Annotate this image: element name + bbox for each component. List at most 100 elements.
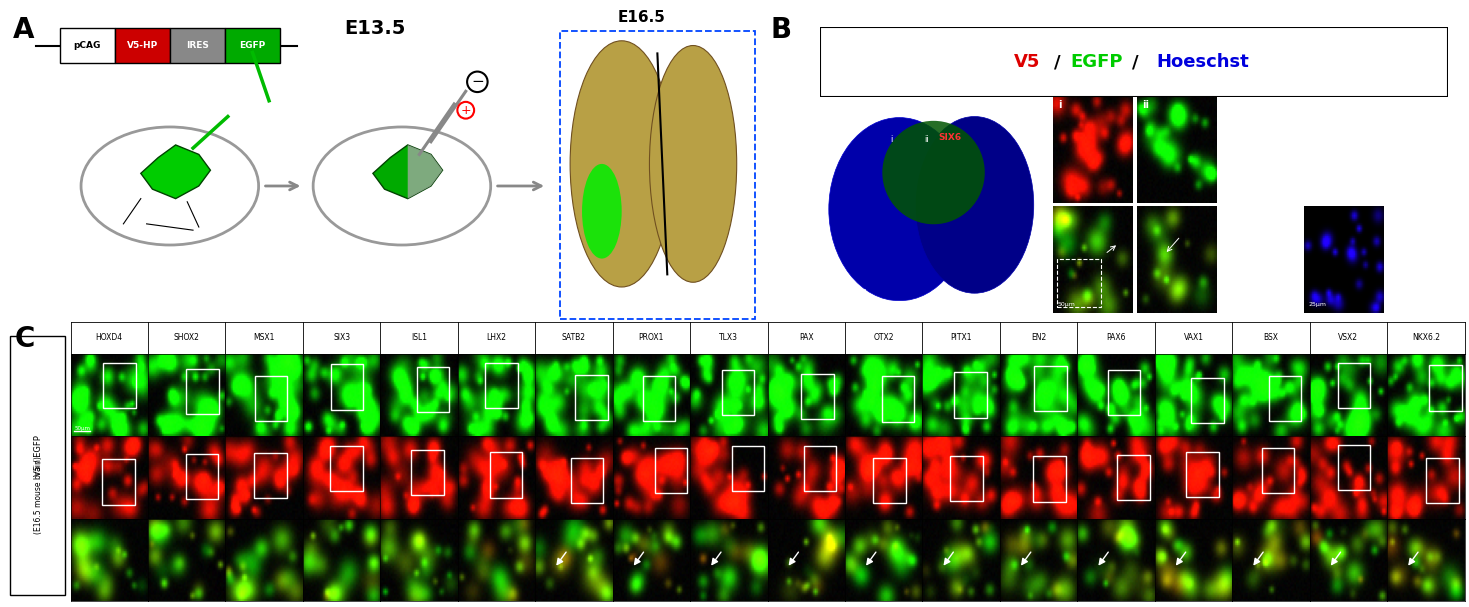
Bar (170, 28, 225, 63)
Bar (571, 458, 604, 503)
Text: HOXD4: HOXD4 (95, 333, 123, 342)
Text: A: A (13, 16, 35, 44)
Bar (721, 370, 755, 415)
Text: V5-HP: V5-HP (126, 41, 157, 50)
Text: 50μm: 50μm (1225, 302, 1243, 307)
Bar (103, 363, 137, 408)
Text: PITX1: PITX1 (950, 333, 972, 342)
Text: i: i (890, 135, 893, 144)
Ellipse shape (582, 164, 621, 259)
Text: ii: ii (1141, 100, 1149, 110)
Ellipse shape (570, 41, 673, 287)
Bar (655, 448, 687, 493)
Text: +: + (460, 104, 472, 117)
Text: MSX1: MSX1 (254, 333, 275, 342)
Bar (1338, 445, 1371, 490)
Bar (331, 446, 363, 491)
Text: ISL1: ISL1 (411, 333, 427, 342)
Bar (1033, 456, 1065, 502)
Ellipse shape (915, 117, 1034, 293)
Text: TLX3: TLX3 (720, 333, 739, 342)
Text: NKX6.2: NKX6.2 (1412, 333, 1440, 342)
Bar (1262, 448, 1294, 493)
Bar (732, 446, 764, 492)
Text: i: i (1058, 100, 1062, 110)
Bar (881, 376, 914, 421)
Text: PAX: PAX (799, 333, 814, 342)
Bar (928, 144, 953, 168)
Bar (254, 453, 286, 498)
Bar (802, 374, 834, 419)
Bar (950, 455, 983, 501)
Bar (411, 450, 444, 495)
Text: V5: V5 (1014, 53, 1040, 71)
Text: SATB2: SATB2 (563, 333, 586, 342)
Bar (103, 459, 135, 504)
Text: E16.5: E16.5 (617, 10, 665, 25)
Bar (1187, 452, 1219, 497)
Text: pCAG: pCAG (73, 41, 101, 50)
Text: 50μm: 50μm (1058, 302, 1075, 307)
Bar (417, 367, 450, 412)
Bar (1108, 370, 1140, 415)
Polygon shape (408, 145, 442, 198)
Ellipse shape (883, 121, 984, 224)
Text: B: B (771, 16, 792, 44)
Text: −: − (472, 74, 483, 89)
Text: SHOX2: SHOX2 (173, 333, 200, 342)
Bar (331, 364, 363, 410)
Text: VAX1: VAX1 (1184, 333, 1203, 342)
Bar (642, 376, 676, 421)
Bar (115, 28, 170, 63)
Text: V5 / EGFP: V5 / EGFP (34, 435, 43, 476)
Text: Hoeschst: Hoeschst (1158, 53, 1250, 71)
Text: OTX2: OTX2 (874, 333, 895, 342)
Text: 50μm: 50μm (75, 426, 91, 430)
Bar (1118, 455, 1150, 500)
Text: LHX2: LHX2 (486, 333, 507, 342)
Bar (1269, 376, 1302, 421)
Text: SIX6: SIX6 (939, 133, 961, 142)
Text: BSX: BSX (1263, 333, 1278, 342)
Text: EGFP: EGFP (1069, 53, 1122, 71)
Text: /: / (1053, 53, 1061, 71)
Bar (60, 28, 115, 63)
Bar (1338, 363, 1371, 408)
Bar (1426, 458, 1459, 503)
Ellipse shape (829, 118, 970, 300)
Bar (895, 144, 920, 168)
Bar (485, 362, 517, 408)
Text: VSX2: VSX2 (1338, 333, 1359, 342)
Bar (1034, 365, 1066, 411)
Bar (576, 375, 608, 420)
Text: 500μm: 500μm (843, 288, 867, 294)
Text: C: C (15, 325, 35, 353)
Text: PAX6: PAX6 (1106, 333, 1125, 342)
Text: /: / (1133, 53, 1138, 71)
Bar (187, 368, 219, 414)
Bar (874, 458, 906, 503)
Bar (1429, 365, 1462, 410)
Text: SIX3: SIX3 (333, 333, 350, 342)
Bar (953, 373, 987, 418)
Text: ii: ii (924, 135, 930, 144)
Ellipse shape (649, 46, 736, 282)
Text: IRES: IRES (187, 41, 209, 50)
Bar (10, 336, 65, 595)
Bar (185, 453, 219, 499)
Text: 25μm: 25μm (1309, 302, 1327, 307)
Text: E16.5: E16.5 (829, 104, 859, 114)
Bar (489, 452, 521, 498)
Bar (1191, 378, 1224, 423)
Bar (256, 376, 288, 421)
Text: E13.5: E13.5 (344, 19, 405, 38)
Text: EGFP: EGFP (239, 41, 266, 50)
Text: EN2: EN2 (1031, 333, 1046, 342)
Polygon shape (141, 145, 210, 198)
Text: PROX1: PROX1 (639, 333, 664, 342)
Bar (225, 28, 281, 63)
Text: (E16.5 mouse brain): (E16.5 mouse brain) (34, 456, 43, 534)
Bar (1058, 260, 1100, 307)
Bar (804, 446, 836, 491)
Polygon shape (373, 145, 442, 198)
